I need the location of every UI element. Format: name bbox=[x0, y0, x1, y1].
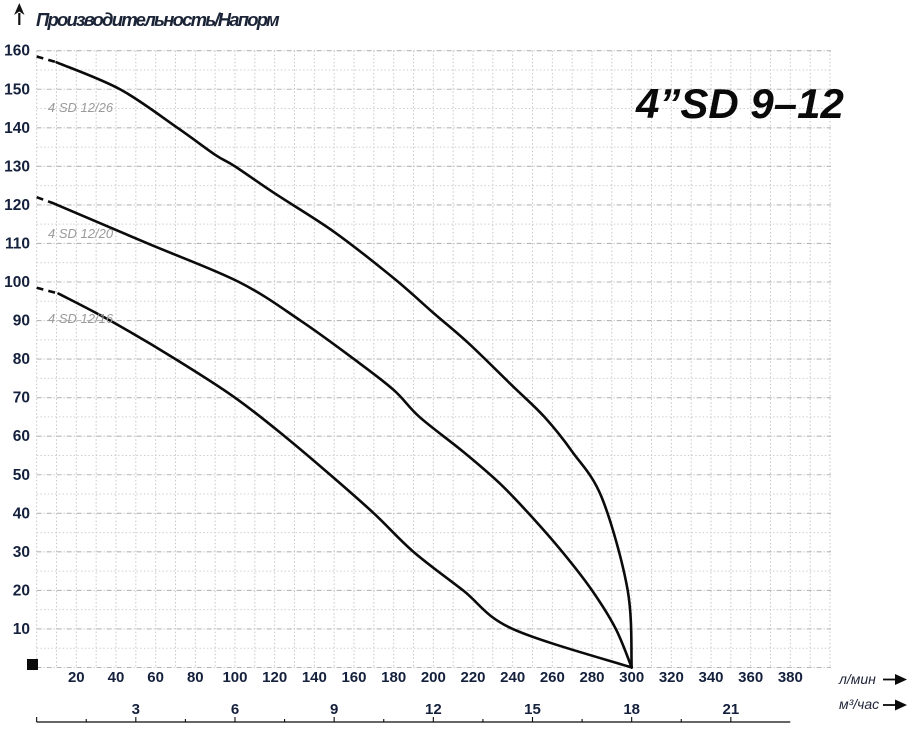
svg-text:30: 30 bbox=[13, 544, 30, 561]
svg-text:340: 340 bbox=[698, 669, 723, 686]
svg-text:360: 360 bbox=[738, 669, 763, 686]
svg-text:100: 100 bbox=[222, 669, 247, 686]
svg-text:160: 160 bbox=[4, 43, 30, 60]
svg-text:40: 40 bbox=[13, 505, 30, 522]
svg-text:9: 9 bbox=[330, 701, 338, 718]
svg-text:20: 20 bbox=[13, 582, 30, 599]
svg-text:12: 12 bbox=[425, 701, 442, 718]
svg-text:60: 60 bbox=[13, 428, 30, 445]
svg-text:180: 180 bbox=[381, 669, 406, 686]
svg-text:120: 120 bbox=[262, 669, 287, 686]
svg-text:80: 80 bbox=[13, 351, 30, 368]
svg-text:Производительность/Напорм: Производительность/Напорм bbox=[36, 9, 280, 30]
svg-text:140: 140 bbox=[302, 669, 327, 686]
svg-text:21: 21 bbox=[722, 701, 739, 718]
svg-text:4 SD 12/20: 4 SD 12/20 bbox=[48, 226, 114, 241]
svg-text:40: 40 bbox=[108, 669, 125, 686]
svg-text:220: 220 bbox=[460, 669, 485, 686]
svg-text:л/мин: л/мин bbox=[838, 671, 876, 687]
svg-text:10: 10 bbox=[13, 621, 30, 638]
svg-text:320: 320 bbox=[659, 669, 684, 686]
svg-text:100: 100 bbox=[4, 274, 30, 291]
svg-text:3: 3 bbox=[132, 701, 140, 718]
svg-text:240: 240 bbox=[500, 669, 525, 686]
svg-text:6: 6 bbox=[231, 701, 239, 718]
svg-text:60: 60 bbox=[147, 669, 164, 686]
svg-text:15: 15 bbox=[524, 701, 541, 718]
svg-text:70: 70 bbox=[13, 390, 30, 407]
svg-text:140: 140 bbox=[4, 120, 30, 137]
svg-text:4”SD 9–12: 4”SD 9–12 bbox=[635, 80, 844, 127]
svg-text:160: 160 bbox=[341, 669, 366, 686]
svg-text:110: 110 bbox=[5, 235, 30, 252]
svg-text:200: 200 bbox=[421, 669, 446, 686]
svg-text:20: 20 bbox=[68, 669, 85, 686]
svg-text:4 SD 12/26: 4 SD 12/26 bbox=[48, 100, 114, 115]
svg-text:4 SD 12/16: 4 SD 12/16 bbox=[48, 311, 114, 326]
svg-text:150: 150 bbox=[4, 81, 30, 98]
svg-text:260: 260 bbox=[540, 669, 565, 686]
svg-text:18: 18 bbox=[623, 701, 640, 718]
svg-text:80: 80 bbox=[187, 669, 204, 686]
svg-text:120: 120 bbox=[4, 197, 30, 214]
svg-text:280: 280 bbox=[579, 669, 604, 686]
svg-text:130: 130 bbox=[4, 158, 30, 175]
svg-text:50: 50 bbox=[13, 467, 30, 484]
svg-text:300: 300 bbox=[619, 669, 644, 686]
svg-text:380: 380 bbox=[778, 669, 803, 686]
svg-text:м³/час: м³/час bbox=[839, 696, 879, 712]
svg-text:90: 90 bbox=[13, 313, 30, 330]
